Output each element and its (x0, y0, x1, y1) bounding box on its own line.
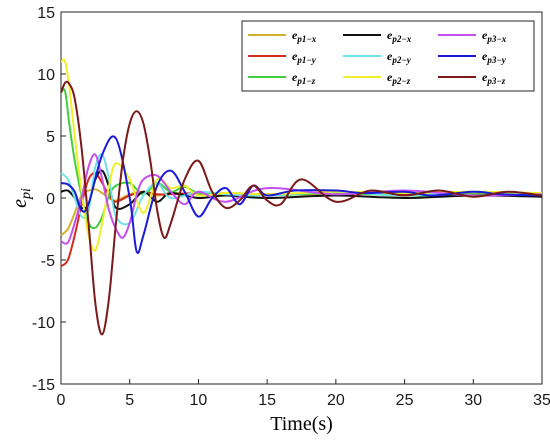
y-tick-label: 15 (37, 5, 55, 22)
legend-box (241, 20, 535, 92)
legend-label: ep3−z (482, 70, 506, 86)
x-axis-ticks: 0 5 10 15 20 25 30 35 (57, 379, 550, 409)
x-tick-label: 20 (327, 392, 345, 409)
legend-label: ep2−x (387, 28, 412, 44)
x-tick-label: 30 (464, 392, 482, 409)
x-tick-label: 15 (258, 392, 276, 409)
series-line-7 (60, 153, 543, 245)
series-layer (60, 58, 543, 336)
x-axis-label: Time(s) (270, 413, 333, 435)
series-line-9 (60, 80, 543, 336)
x-tick-label: 0 (57, 392, 66, 409)
legend-label: ep1−y (292, 49, 317, 65)
legend-label: ep3−x (482, 28, 507, 44)
series-line-8 (60, 135, 543, 254)
x-tick-label: 10 (190, 392, 208, 409)
y-axis-ticks: 15 10 5 0 -5 -10 -15 (32, 5, 66, 394)
legend-label: ep2−y (387, 49, 412, 65)
legend-label: ep1−z (292, 70, 316, 86)
x-tick-label: 5 (125, 392, 134, 409)
legend-label: ep1−x (292, 28, 317, 44)
y-tick-label: -15 (32, 377, 55, 394)
series-line-6 (60, 58, 543, 252)
y-tick-label: 0 (46, 191, 55, 208)
y-tick-label: 5 (46, 129, 55, 146)
legend: ep1−x ep1−y ep1−z ep2−x ep2−y ep2−z ep3−x ep3−y… (241, 20, 535, 92)
x-tick-label: 35 (533, 392, 550, 409)
x-tick-label: 25 (396, 392, 414, 409)
legend-label: ep2−z (387, 70, 411, 86)
y-tick-label: 10 (37, 67, 55, 84)
y-tick-label: -10 (32, 315, 55, 332)
y-tick-label: -5 (41, 253, 55, 270)
legend-label: ep3−y (482, 49, 507, 65)
series-line-4 (60, 169, 543, 210)
y-axis-label: epi (9, 188, 34, 208)
